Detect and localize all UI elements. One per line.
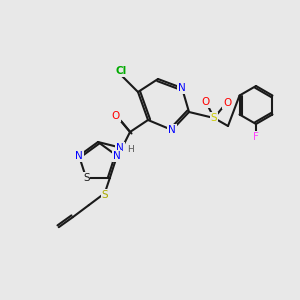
Text: F: F	[253, 132, 259, 142]
Text: N: N	[75, 151, 83, 161]
Text: O: O	[202, 97, 210, 107]
Text: O: O	[223, 98, 231, 108]
Text: N: N	[178, 83, 186, 93]
Text: Cl: Cl	[116, 66, 127, 76]
Text: S: S	[83, 173, 90, 183]
Text: S: S	[101, 190, 108, 200]
Text: N: N	[168, 125, 176, 135]
Text: H: H	[127, 146, 134, 154]
Text: N: N	[113, 151, 121, 161]
Text: O: O	[112, 111, 120, 121]
Text: S: S	[211, 113, 217, 123]
Text: N: N	[116, 143, 124, 153]
